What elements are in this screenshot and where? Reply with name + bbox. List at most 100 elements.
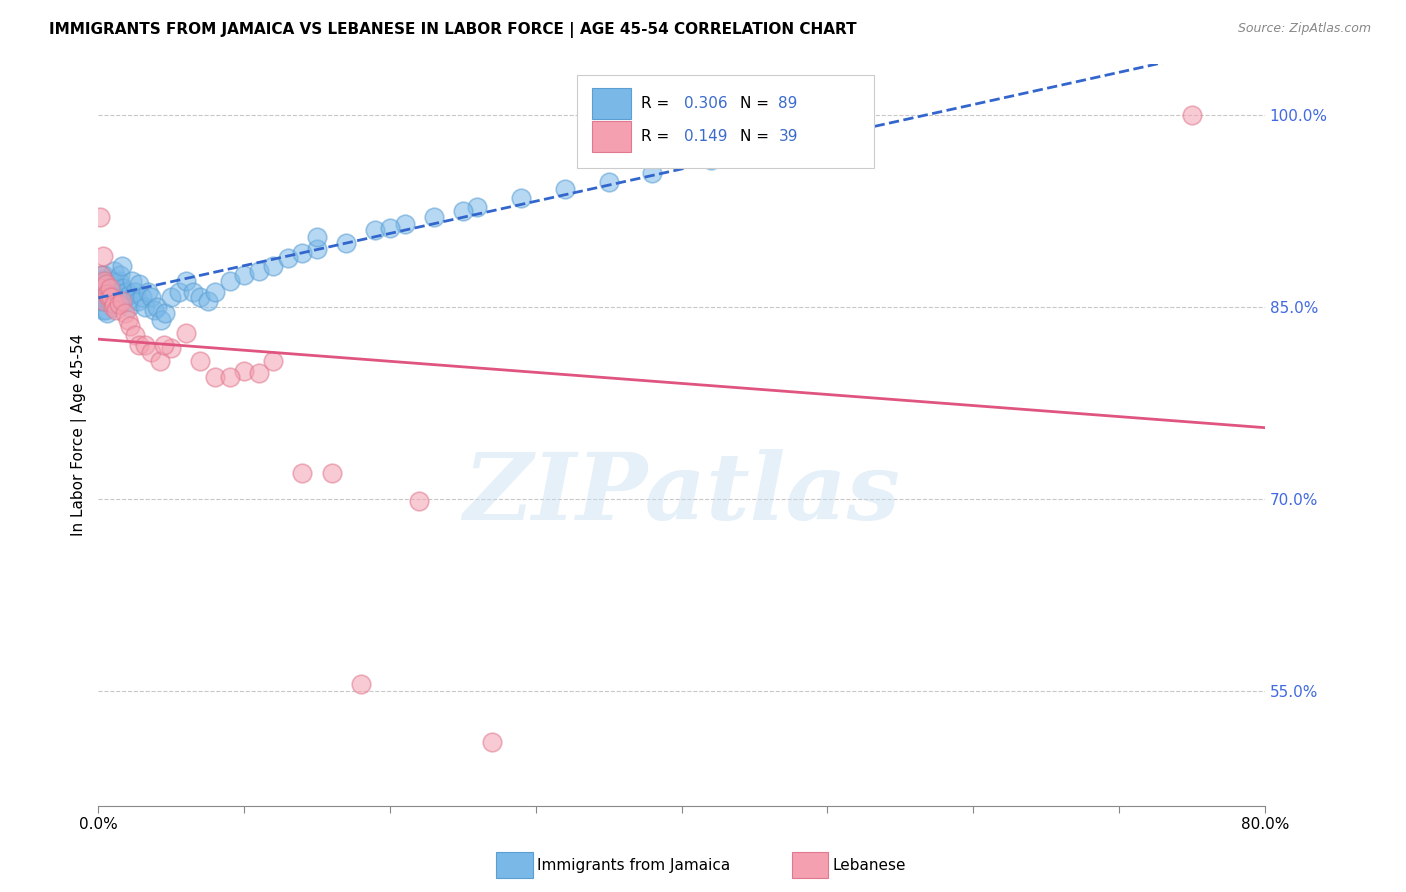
- Point: [204, 370, 226, 384]
- Point: [1181, 108, 1204, 122]
- Point: [104, 302, 127, 317]
- Point: [98, 281, 121, 295]
- Point: [160, 341, 183, 355]
- Point: [94, 302, 117, 317]
- Point: [107, 297, 129, 311]
- Point: [153, 338, 176, 352]
- Text: IMMIGRANTS FROM JAMAICA VS LEBANESE IN LABOR FORCE | AGE 45-54 CORRELATION CHART: IMMIGRANTS FROM JAMAICA VS LEBANESE IN L…: [49, 22, 856, 38]
- Point: [139, 290, 162, 304]
- Point: [247, 264, 270, 278]
- Point: [91, 277, 114, 291]
- Point: [134, 300, 156, 314]
- Point: [93, 281, 115, 295]
- Point: [120, 319, 142, 334]
- Point: [111, 293, 134, 308]
- Point: [90, 293, 112, 308]
- Point: [94, 277, 117, 291]
- Point: [155, 306, 177, 320]
- Point: [160, 290, 183, 304]
- Point: [124, 285, 146, 299]
- Point: [247, 367, 270, 381]
- Point: [91, 290, 114, 304]
- Point: [700, 153, 723, 167]
- Point: [94, 290, 117, 304]
- Point: [364, 223, 387, 237]
- Point: [101, 285, 124, 299]
- Point: [127, 293, 149, 308]
- Point: [233, 364, 256, 378]
- Point: [98, 274, 121, 288]
- Point: [96, 287, 118, 301]
- Point: [218, 370, 240, 384]
- Point: [422, 211, 444, 225]
- Point: [105, 281, 128, 295]
- Point: [90, 287, 112, 301]
- Point: [190, 353, 212, 368]
- Point: [104, 290, 127, 304]
- Point: [96, 287, 118, 301]
- Point: [394, 217, 416, 231]
- Point: [97, 281, 120, 295]
- Point: [97, 293, 120, 308]
- Point: [94, 277, 117, 291]
- Point: [378, 220, 401, 235]
- Point: [98, 285, 121, 299]
- Point: [641, 166, 664, 180]
- Point: [110, 268, 132, 282]
- Text: N =: N =: [740, 95, 773, 111]
- Point: [136, 285, 159, 299]
- Point: [100, 290, 122, 304]
- Point: [114, 290, 136, 304]
- Point: [91, 272, 114, 286]
- Point: [598, 175, 620, 189]
- Point: [307, 229, 329, 244]
- Point: [89, 293, 111, 308]
- Point: [335, 235, 357, 250]
- Point: [93, 293, 115, 308]
- Point: [93, 274, 115, 288]
- Point: [350, 677, 373, 691]
- Text: 0.149: 0.149: [683, 129, 727, 145]
- Point: [408, 494, 430, 508]
- Point: [90, 274, 112, 288]
- Text: ZIPatlas: ZIPatlas: [463, 450, 900, 539]
- Point: [204, 285, 226, 299]
- Point: [100, 281, 122, 295]
- Point: [103, 297, 125, 311]
- Point: [117, 293, 139, 308]
- Point: [233, 268, 256, 282]
- Point: [90, 268, 112, 282]
- Point: [262, 259, 284, 273]
- Point: [115, 285, 138, 299]
- FancyBboxPatch shape: [576, 75, 875, 168]
- Point: [117, 312, 139, 326]
- FancyBboxPatch shape: [592, 87, 631, 119]
- Point: [94, 285, 117, 299]
- Point: [307, 243, 329, 257]
- Point: [97, 290, 120, 304]
- Point: [101, 274, 124, 288]
- Point: [90, 281, 112, 295]
- Point: [91, 302, 114, 317]
- Y-axis label: In Labor Force | Age 45-54: In Labor Force | Age 45-54: [72, 334, 87, 536]
- Point: [89, 281, 111, 295]
- Point: [467, 200, 489, 214]
- Text: 39: 39: [779, 129, 799, 145]
- Point: [139, 344, 162, 359]
- Point: [510, 191, 533, 205]
- Point: [103, 264, 125, 278]
- Point: [277, 252, 299, 266]
- Point: [145, 300, 167, 314]
- Point: [96, 293, 118, 308]
- Point: [93, 293, 115, 308]
- Text: 0.306: 0.306: [683, 95, 727, 111]
- Text: Source: ZipAtlas.com: Source: ZipAtlas.com: [1237, 22, 1371, 36]
- Point: [112, 281, 135, 295]
- Point: [90, 268, 112, 282]
- Point: [96, 306, 118, 320]
- Point: [104, 285, 127, 299]
- Point: [111, 259, 134, 273]
- Point: [291, 246, 314, 260]
- Point: [197, 293, 219, 308]
- Point: [97, 287, 120, 301]
